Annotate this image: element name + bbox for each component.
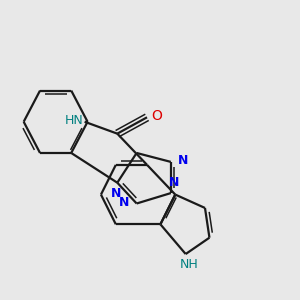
Text: N: N — [111, 187, 121, 200]
Text: N: N — [119, 196, 129, 208]
Text: O: O — [152, 109, 162, 123]
Text: NH: NH — [179, 259, 198, 272]
Text: HN: HN — [64, 114, 83, 127]
Text: N: N — [169, 176, 179, 189]
Text: N: N — [178, 154, 189, 167]
